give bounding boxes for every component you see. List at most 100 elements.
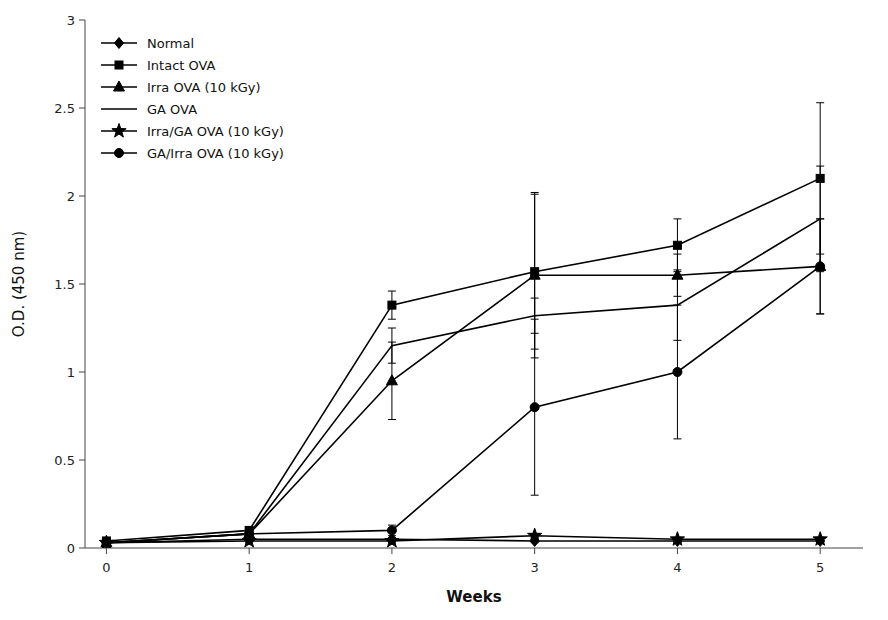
point xyxy=(387,526,396,535)
point xyxy=(388,301,396,309)
error-bar-cap xyxy=(388,319,396,320)
series-line xyxy=(106,178,820,541)
error-bar-cap xyxy=(388,291,396,292)
y-tick-label: 3 xyxy=(67,13,75,28)
point xyxy=(245,529,254,538)
legend-label: Intact OVA xyxy=(147,58,216,73)
legend-marker xyxy=(112,124,126,138)
error-bar xyxy=(245,530,253,537)
y-tick-label: 2.5 xyxy=(54,101,75,116)
error-bar-cap xyxy=(673,438,681,439)
y-tick xyxy=(79,372,85,373)
point xyxy=(670,532,684,546)
x-tick-label: 2 xyxy=(388,560,396,575)
x-tick-label: 1 xyxy=(245,560,253,575)
y-tick-label: 1.5 xyxy=(54,277,75,292)
y-tick-label: 0.5 xyxy=(54,453,75,468)
legend-label: GA/Irra OVA (10 kGy) xyxy=(147,146,284,161)
series-line xyxy=(106,266,820,542)
error-bar-cap xyxy=(388,328,396,329)
error-bar-cap xyxy=(816,313,824,314)
legend-label: Normal xyxy=(147,36,194,51)
error-bar-cap xyxy=(388,419,396,420)
series xyxy=(102,103,824,545)
error-bar xyxy=(673,305,681,439)
legend-marker xyxy=(115,61,123,69)
point xyxy=(530,403,539,412)
legend-marker xyxy=(115,149,124,158)
point xyxy=(815,260,826,270)
error-bar xyxy=(531,319,539,495)
error-bar-cap xyxy=(531,298,539,299)
series-line xyxy=(106,219,820,543)
y-tick xyxy=(79,20,85,21)
error-bar xyxy=(245,530,253,537)
error-bar-cap xyxy=(816,102,824,103)
error-bar-cap xyxy=(531,319,539,320)
point xyxy=(102,537,111,548)
x-tick-label: 5 xyxy=(816,560,824,575)
series-line xyxy=(106,266,820,542)
error-bar xyxy=(388,291,396,319)
x-tick xyxy=(249,548,250,554)
y-tick xyxy=(79,196,85,197)
legend-marker xyxy=(114,81,125,91)
y-tick-label: 2 xyxy=(67,189,75,204)
point xyxy=(386,375,397,385)
point xyxy=(529,269,540,279)
x-tick xyxy=(820,548,821,554)
legend-label: Irra/GA OVA (10 kGy) xyxy=(147,124,284,139)
error-bar xyxy=(388,525,396,536)
plot-area xyxy=(99,103,827,548)
y-tick xyxy=(79,108,85,109)
x-axis-line xyxy=(85,548,863,549)
error-bar-cap xyxy=(673,254,681,255)
point xyxy=(385,533,399,547)
y-tick xyxy=(79,548,85,549)
x-tick xyxy=(534,548,535,554)
error-bar-cap xyxy=(816,218,824,219)
point xyxy=(528,528,542,542)
legend-swatch xyxy=(101,108,137,110)
y-tick-label: 1 xyxy=(67,365,75,380)
error-bar xyxy=(816,219,824,314)
error-bar xyxy=(388,328,396,363)
error-bar-cap xyxy=(673,305,681,306)
legend: NormalIntact OVAIrra OVA (10 kGy)GA OVAI… xyxy=(101,36,284,161)
y-axis-label: O.D. (450 nm) xyxy=(10,231,28,337)
x-tick xyxy=(677,548,678,554)
error-bar xyxy=(245,530,253,537)
legend-label: GA OVA xyxy=(147,102,197,117)
x-tick-label: 3 xyxy=(531,560,539,575)
legend-marker xyxy=(115,38,124,49)
error-bar-cap xyxy=(531,495,539,496)
error-bar-cap xyxy=(816,218,824,219)
point xyxy=(673,368,682,377)
point xyxy=(101,537,112,547)
series xyxy=(99,528,827,548)
series xyxy=(101,192,826,546)
error-bar-cap xyxy=(673,218,681,219)
error-bar-cap xyxy=(673,269,681,270)
point xyxy=(813,532,827,546)
point xyxy=(816,262,825,271)
series xyxy=(102,166,824,544)
x-tick-label: 4 xyxy=(673,560,681,575)
x-tick-label: 0 xyxy=(102,560,110,575)
x-tick xyxy=(106,548,107,554)
error-bar-cap xyxy=(531,192,539,193)
error-bar-cap xyxy=(388,363,396,364)
point xyxy=(99,535,113,548)
error-bar-cap xyxy=(816,313,824,314)
series xyxy=(102,219,825,547)
point xyxy=(673,241,681,249)
chart: 0 1 2 3 4 5 0 0.5 1 1.5 2 2.5 3 Weeks O.D. (450 nm) Nor… xyxy=(0,0,888,620)
x-tick xyxy=(391,548,392,554)
error-bar-stem xyxy=(391,328,392,363)
x-axis-label: Weeks xyxy=(446,588,501,606)
error-bar-cap xyxy=(816,166,824,167)
y-tick xyxy=(79,460,85,461)
error-bar xyxy=(816,219,824,314)
y-tick-label: 0 xyxy=(67,541,75,556)
y-tick xyxy=(79,284,85,285)
